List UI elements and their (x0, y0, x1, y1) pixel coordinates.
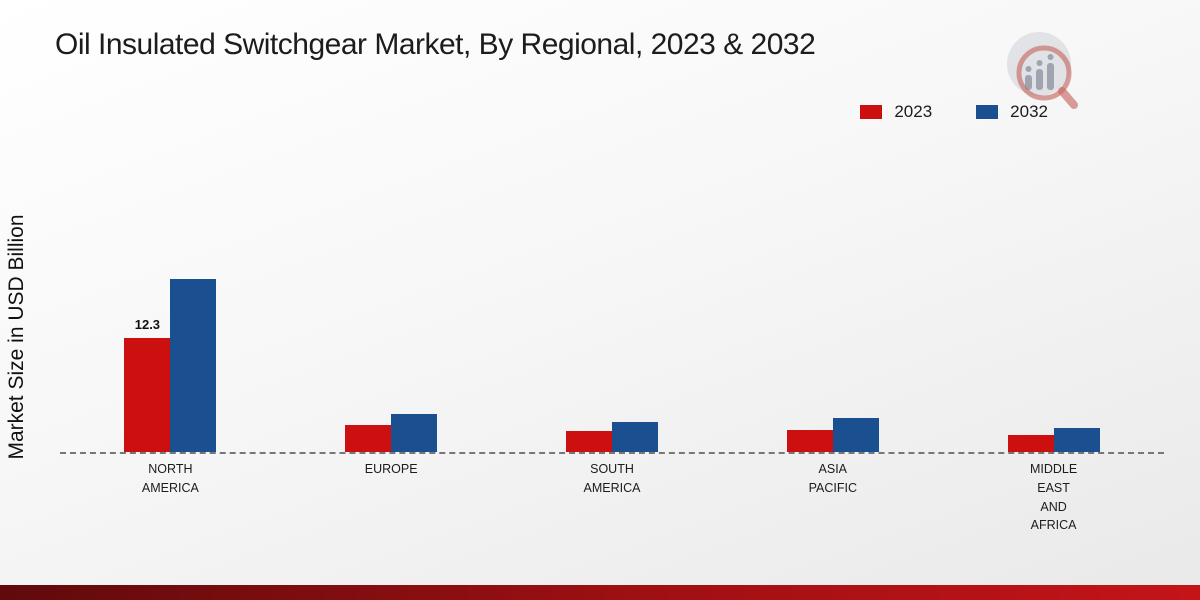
bar-2032-north-america (170, 279, 217, 452)
footer-accent-bar (0, 585, 1200, 600)
plot-area: 12.3 NORTH AMERICA EUROPE SOUTH AMERICA ASIA PA… (60, 252, 1164, 532)
category-label: ASIA PACIFIC (808, 462, 857, 495)
legend-item-2023: 2023 (860, 102, 932, 122)
category-label: EUROPE (364, 462, 418, 476)
bar-group-south-america: SOUTH AMERICA (502, 252, 723, 495)
bar-pair (786, 417, 879, 452)
legend-swatch-2023 (860, 105, 883, 119)
bar-2032-south-america (611, 422, 658, 452)
bar-pair (1007, 427, 1100, 452)
bar-2023-middle-east-and-africa (1007, 435, 1054, 452)
bar-2032-europe (391, 413, 438, 452)
bar-2023-south-america (565, 430, 612, 452)
legend-item-2032: 2032 (976, 102, 1048, 122)
bar-pair (565, 422, 658, 452)
brand-logo (997, 28, 1092, 118)
bar-group-middle-east-and-africa: MIDDLE EAST AND AFRICA (943, 252, 1164, 532)
category-label: NORTH AMERICA (141, 462, 199, 495)
bar-pair: 12.3 (124, 279, 217, 452)
zero-axis-line (60, 452, 1164, 454)
brand-logo-graphic (1007, 32, 1078, 109)
bar-2032-asia-pacific (832, 417, 879, 452)
legend-label: 2023 (894, 102, 933, 121)
legend-label: 2032 (1010, 102, 1048, 121)
y-axis-label: Market Size in USD Billion (5, 214, 28, 460)
bar-2023-europe (345, 425, 392, 452)
bar-group-europe: EUROPE (281, 252, 502, 476)
bar-group-asia-pacific: ASIA PACIFIC (722, 252, 943, 495)
bar-value-label: 12.3 (134, 316, 161, 332)
category-label: MIDDLE EAST AND AFRICA (1029, 462, 1078, 533)
bar-pair (345, 413, 438, 452)
bar-2032-middle-east-and-africa (1053, 427, 1100, 452)
chart-title: Oil Insulated Switchgear Market, By Regi… (55, 28, 816, 61)
bar-2023-asia-pacific (786, 429, 833, 452)
legend-swatch-2032 (976, 105, 999, 119)
legend: 2023 2032 (860, 102, 1048, 122)
bar-group-north-america: 12.3 NORTH AMERICA (60, 252, 281, 495)
bar-2023-north-america: 12.3 (124, 317, 171, 452)
category-label: SOUTH AMERICA (583, 462, 641, 495)
